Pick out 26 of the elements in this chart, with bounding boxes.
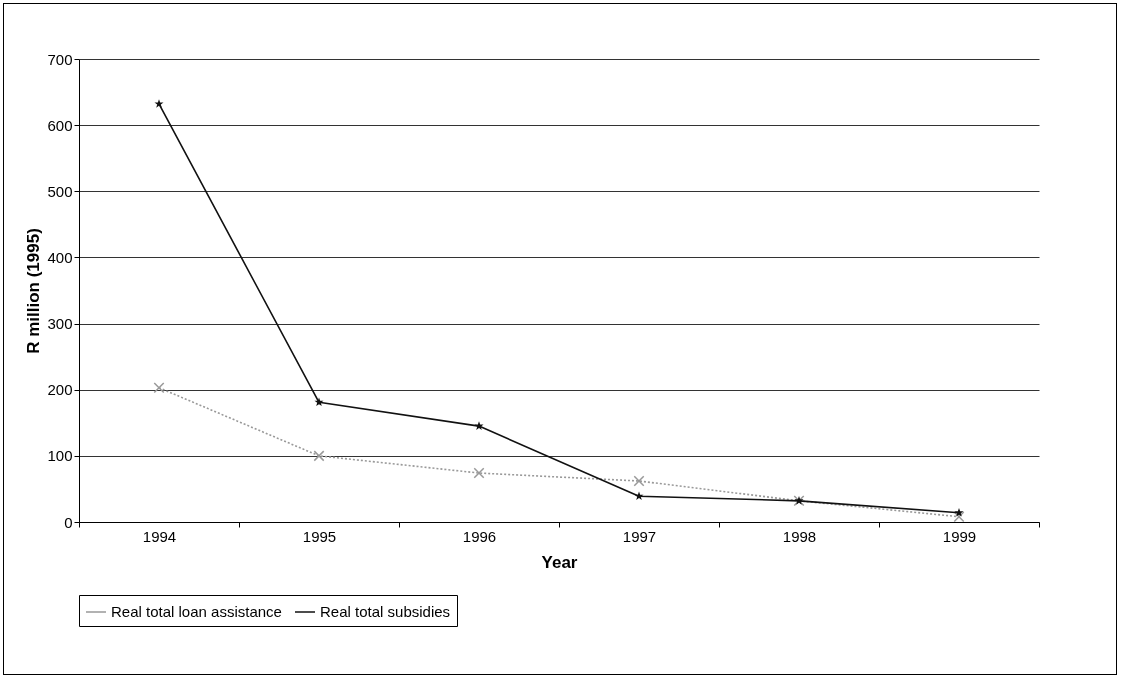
x-tick-label: 1994 [142, 527, 177, 545]
y-tick-label: 600 [47, 116, 73, 134]
legend-label: Real total subsidies [320, 603, 451, 620]
y-axis-title: R million (1995) [24, 228, 44, 354]
y-tick-label: 100 [47, 447, 73, 465]
x-tick-label: 1995 [302, 527, 337, 545]
point [313, 450, 325, 462]
y-tick-label: 700 [47, 50, 73, 68]
point [153, 382, 165, 394]
point [954, 508, 964, 517]
x-tick-label: 1998 [782, 527, 817, 545]
point [633, 475, 645, 487]
y-tick-label: 400 [47, 248, 73, 266]
y-tick-label: 200 [47, 381, 73, 399]
x-tick-label: 1997 [622, 527, 657, 545]
x-tick-label: 1999 [942, 527, 977, 545]
point [154, 99, 164, 108]
legend-label: Real total loan assistance [111, 603, 282, 620]
x-tick-label: 1996 [462, 527, 497, 545]
point [314, 397, 324, 407]
x-axis-title: Year [541, 552, 578, 572]
y-tick-label: 300 [47, 315, 73, 333]
point [953, 511, 965, 523]
point [473, 467, 485, 479]
y-tick-label: 0 [64, 513, 73, 531]
y-tick-label: 500 [47, 182, 73, 200]
